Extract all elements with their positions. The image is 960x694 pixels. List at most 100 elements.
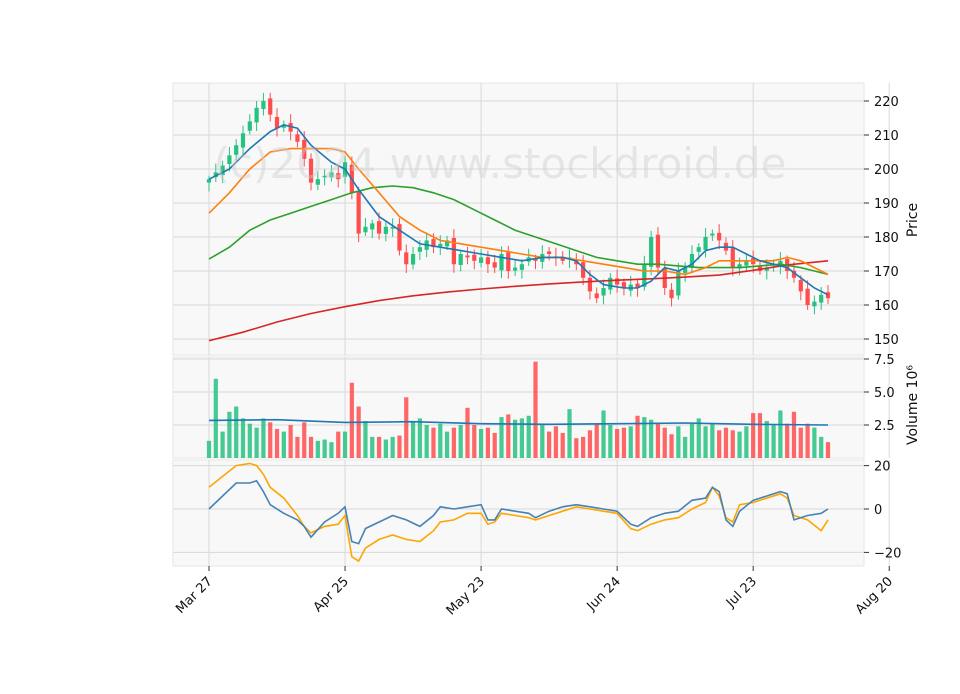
candle-up	[213, 172, 218, 178]
candle-down	[451, 237, 456, 265]
volume-bar	[295, 436, 300, 458]
volume-bar	[336, 431, 341, 458]
volume-bar	[587, 430, 593, 458]
volume-bar	[417, 418, 422, 458]
candle-down	[574, 260, 579, 265]
candle-up	[744, 260, 749, 266]
volume-bar	[696, 418, 701, 458]
candle-up	[642, 264, 647, 287]
volume-bar	[798, 427, 803, 458]
volume-bar	[431, 427, 436, 458]
candle-up	[410, 254, 416, 265]
volume-bar	[363, 421, 368, 458]
x-axis: Mar 27 Apr 25 May 23 Jun 24 Jul 23 Aug 20	[173, 566, 896, 618]
volume-bar	[329, 442, 334, 458]
oscillator-axis-tick-label: −20	[874, 546, 901, 561]
volume-bar	[757, 413, 763, 458]
volume-bar	[512, 419, 518, 458]
candle-up	[608, 277, 613, 290]
candle-up	[458, 254, 463, 265]
candle-up	[220, 165, 225, 176]
price-axis-tick-label: 150	[874, 333, 899, 348]
candle-up	[683, 267, 688, 273]
candle-up	[383, 226, 388, 234]
candle-down	[791, 270, 797, 278]
volume-bar	[791, 411, 797, 458]
candle-down	[492, 262, 497, 268]
ma-long-line	[208, 260, 829, 342]
volume-bar	[322, 439, 327, 458]
volume-bar	[560, 432, 565, 458]
volume-bar	[397, 435, 402, 458]
volume-bar	[621, 427, 627, 458]
volume-bar	[812, 427, 817, 458]
candle-up	[261, 101, 266, 109]
volume-bar	[655, 423, 661, 458]
volume-bar	[642, 417, 647, 458]
candle-up	[322, 175, 327, 178]
x-tick-label: Apr 25	[311, 574, 352, 615]
volume-bar	[689, 423, 695, 458]
volume-bar	[615, 428, 620, 458]
volume-bar	[526, 415, 531, 458]
candle-down	[805, 288, 810, 305]
candle-up	[227, 155, 232, 165]
candle-up	[240, 133, 246, 148]
ma-slow-line	[208, 185, 829, 276]
oscillator-panel: 20 0 −20	[172, 459, 901, 567]
volume-bar	[540, 423, 545, 458]
volume-bar	[805, 423, 810, 458]
candle-down	[268, 98, 273, 115]
volume-axis-label: Volume 10⁶	[905, 365, 921, 445]
x-tick-label: Mar 27	[173, 574, 216, 617]
candle-down	[730, 248, 735, 268]
candle-down	[485, 257, 490, 265]
volume-panel: 2.5 5.0 7.5	[172, 353, 895, 459]
price-axis-tick-label: 190	[874, 197, 899, 212]
volume-bar	[662, 427, 667, 458]
candle-up	[710, 233, 715, 236]
volume-bar	[567, 409, 572, 458]
volume-bar	[472, 425, 477, 458]
volume-panel-background	[172, 356, 865, 459]
volume-bar	[553, 426, 559, 458]
candle-up	[764, 267, 769, 271]
volume-bar	[594, 423, 599, 458]
price-axis-tick-label: 200	[874, 163, 899, 178]
volume-bar	[315, 440, 320, 458]
volume-bar	[281, 431, 286, 458]
candle-up	[444, 240, 450, 247]
candle-down	[615, 278, 620, 285]
volume-bar	[635, 415, 640, 458]
candle-down	[288, 123, 293, 132]
volume-bar	[465, 407, 470, 458]
volume-bar	[234, 406, 239, 458]
candle-down	[404, 252, 409, 265]
volume-bar	[608, 425, 613, 458]
candle-down	[506, 252, 511, 271]
volume-bar	[356, 406, 361, 458]
volume-bar	[485, 427, 490, 458]
volume-bar	[308, 436, 314, 458]
volume-bar	[683, 436, 688, 458]
candle-up	[737, 264, 742, 269]
volume-average-line	[208, 418, 829, 426]
candle-up	[254, 107, 259, 123]
volume-bar	[649, 419, 654, 458]
candle-down	[274, 116, 280, 129]
oscillator-axis-tick-label: 0	[874, 503, 882, 518]
volume-bar	[744, 426, 749, 458]
candle-down	[376, 221, 382, 234]
volume-bar	[438, 423, 443, 458]
volume-bar	[519, 418, 525, 458]
volume-bar	[710, 423, 715, 458]
price-panel-background	[172, 82, 865, 356]
volume-bar	[581, 436, 586, 458]
volume-bar	[261, 418, 266, 458]
candle-up	[281, 124, 286, 128]
candle-down	[295, 134, 300, 142]
candle-up	[390, 226, 395, 229]
volume-bar	[669, 434, 674, 458]
candle-up	[676, 271, 681, 296]
